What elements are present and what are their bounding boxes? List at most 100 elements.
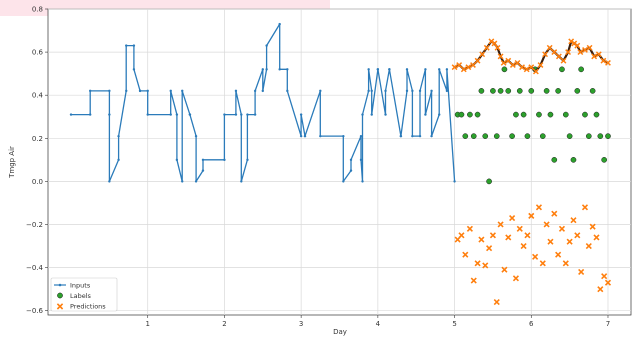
prediction-point	[474, 260, 481, 267]
prediction-trace-point	[532, 68, 539, 75]
inputs-point	[367, 89, 370, 93]
inputs-point	[194, 134, 198, 138]
label-point	[513, 111, 519, 118]
y-axis-label: Tmgp Air	[8, 146, 16, 179]
inputs-point	[319, 134, 322, 138]
inputs-point	[117, 158, 120, 162]
label-point	[589, 88, 596, 94]
inputs-point	[430, 89, 433, 93]
prediction-point	[493, 299, 500, 306]
y-tick-label: −0.6	[26, 307, 44, 315]
inputs-point	[175, 113, 179, 116]
label-point	[601, 156, 608, 163]
label-point	[528, 88, 535, 94]
legend: Inputs Labels Predictions	[50, 277, 118, 312]
prediction-point	[520, 242, 527, 250]
inputs-point	[299, 134, 303, 138]
prediction-point	[524, 232, 531, 239]
y-tick-label: 0.8	[32, 6, 43, 14]
inputs-point	[278, 68, 281, 71]
inputs-point	[303, 134, 307, 138]
label-point	[520, 111, 527, 118]
inputs-point	[246, 158, 249, 162]
prediction-point	[535, 204, 543, 211]
inputs-point	[88, 89, 92, 93]
legend-labels-label: Labels	[70, 292, 92, 300]
inputs-point	[132, 44, 136, 47]
inputs-point	[445, 89, 449, 93]
legend-predictions-label: Predictions	[70, 303, 106, 311]
inputs-point	[223, 113, 226, 116]
label-point	[462, 133, 469, 139]
prediction-trace-point	[500, 59, 507, 66]
y-axis-ticks: 0.8 0.6 0.4 0.2 0.0 −0.2 −0.4 −0.6	[26, 6, 48, 315]
legend-inputs-label: Inputs	[70, 282, 91, 290]
inputs-point	[246, 113, 249, 116]
label-point	[593, 111, 600, 118]
prediction-point	[578, 268, 585, 275]
inputs-point	[240, 113, 243, 116]
inputs-point	[69, 113, 73, 116]
inputs-point	[370, 113, 373, 116]
prediction-point	[470, 277, 477, 284]
prediction-trace-point	[460, 66, 467, 73]
inputs-point	[342, 180, 345, 183]
inputs-point	[411, 134, 414, 138]
inputs-point	[265, 44, 268, 47]
inputs-point	[405, 68, 409, 71]
inputs-point	[261, 68, 264, 71]
inputs-point	[286, 68, 289, 71]
inputs-point	[438, 113, 441, 116]
x-tick-label: 1	[145, 320, 149, 328]
label-point	[509, 133, 515, 139]
prediction-point	[604, 279, 612, 286]
label-point	[582, 111, 588, 118]
predictions-series	[454, 204, 612, 306]
prediction-point	[532, 253, 539, 260]
prediction-trace-point	[505, 57, 512, 64]
inputs-point	[384, 89, 387, 93]
label-point	[524, 133, 531, 139]
labels-series	[454, 66, 611, 185]
x-tick-label: 3	[299, 320, 303, 328]
inputs-point	[108, 180, 111, 183]
y-tick-label: −0.4	[26, 264, 44, 272]
inputs-point	[188, 113, 192, 116]
inputs-point	[418, 134, 422, 138]
inputs-point	[181, 180, 184, 183]
prediction-trace-point	[560, 57, 567, 64]
inputs-point	[418, 89, 422, 93]
inputs-point	[359, 134, 363, 138]
prediction-trace-point	[470, 62, 476, 68]
label-point	[562, 111, 569, 118]
inputs-point	[411, 89, 414, 93]
prediction-trace-point	[528, 64, 535, 71]
prediction-point	[486, 245, 493, 252]
label-point	[505, 88, 512, 94]
y-tick-label: 0.6	[32, 49, 44, 57]
inputs-point	[138, 89, 142, 93]
inputs-point	[146, 113, 149, 116]
plot-area	[47, 8, 632, 316]
prediction-point	[558, 225, 566, 232]
inputs-point	[445, 68, 449, 71]
label-point	[566, 133, 573, 139]
x-axis-label: Day	[333, 328, 347, 336]
y-tick-label: 0.0	[32, 178, 43, 186]
label-point	[478, 88, 485, 94]
label-point	[501, 66, 508, 73]
prediction-trace-point	[582, 47, 588, 53]
prediction-point	[478, 236, 485, 243]
inputs-point	[278, 22, 281, 26]
prediction-point	[512, 275, 519, 282]
inputs-point	[240, 180, 243, 183]
prediction-point	[466, 225, 473, 232]
prediction-trace-point	[491, 40, 498, 47]
prediction-trace-point	[577, 49, 584, 56]
legend-predictions-marker	[56, 303, 64, 310]
inputs-point	[265, 68, 268, 71]
prediction-trace-point	[555, 53, 562, 60]
inputs-point	[399, 134, 403, 138]
inputs-point	[370, 89, 373, 93]
